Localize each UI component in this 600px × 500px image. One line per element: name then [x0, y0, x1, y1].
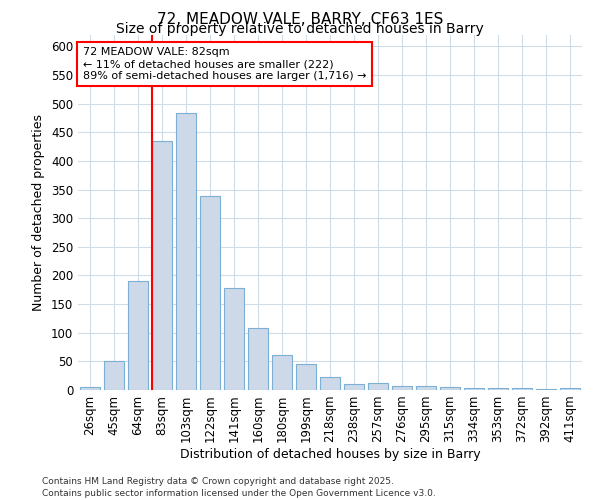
Bar [320, 377, 340, 390]
Text: Size of property relative to detached houses in Barry: Size of property relative to detached ho… [116, 22, 484, 36]
Text: 72 MEADOW VALE: 82sqm
← 11% of detached houses are smaller (222)
89% of semi-det: 72 MEADOW VALE: 82sqm ← 11% of detached … [83, 48, 367, 80]
Bar [248, 328, 268, 390]
X-axis label: Distribution of detached houses by size in Barry: Distribution of detached houses by size … [179, 448, 481, 461]
Bar [392, 386, 412, 390]
Text: Contains HM Land Registry data © Crown copyright and database right 2025.
Contai: Contains HM Land Registry data © Crown c… [42, 476, 436, 498]
Bar [200, 196, 220, 390]
Bar [272, 354, 292, 390]
Bar [104, 362, 124, 390]
Bar [560, 388, 580, 390]
Bar [344, 384, 364, 390]
Bar [224, 288, 244, 390]
Bar [296, 364, 316, 390]
Bar [152, 141, 172, 390]
Bar [80, 387, 100, 390]
Bar [368, 383, 388, 390]
Bar [512, 388, 532, 390]
Bar [416, 386, 436, 390]
Bar [464, 388, 484, 390]
Bar [536, 389, 556, 390]
Bar [440, 387, 460, 390]
Bar [128, 281, 148, 390]
Bar [488, 388, 508, 390]
Text: 72, MEADOW VALE, BARRY, CF63 1ES: 72, MEADOW VALE, BARRY, CF63 1ES [157, 12, 443, 28]
Y-axis label: Number of detached properties: Number of detached properties [32, 114, 46, 311]
Bar [176, 114, 196, 390]
